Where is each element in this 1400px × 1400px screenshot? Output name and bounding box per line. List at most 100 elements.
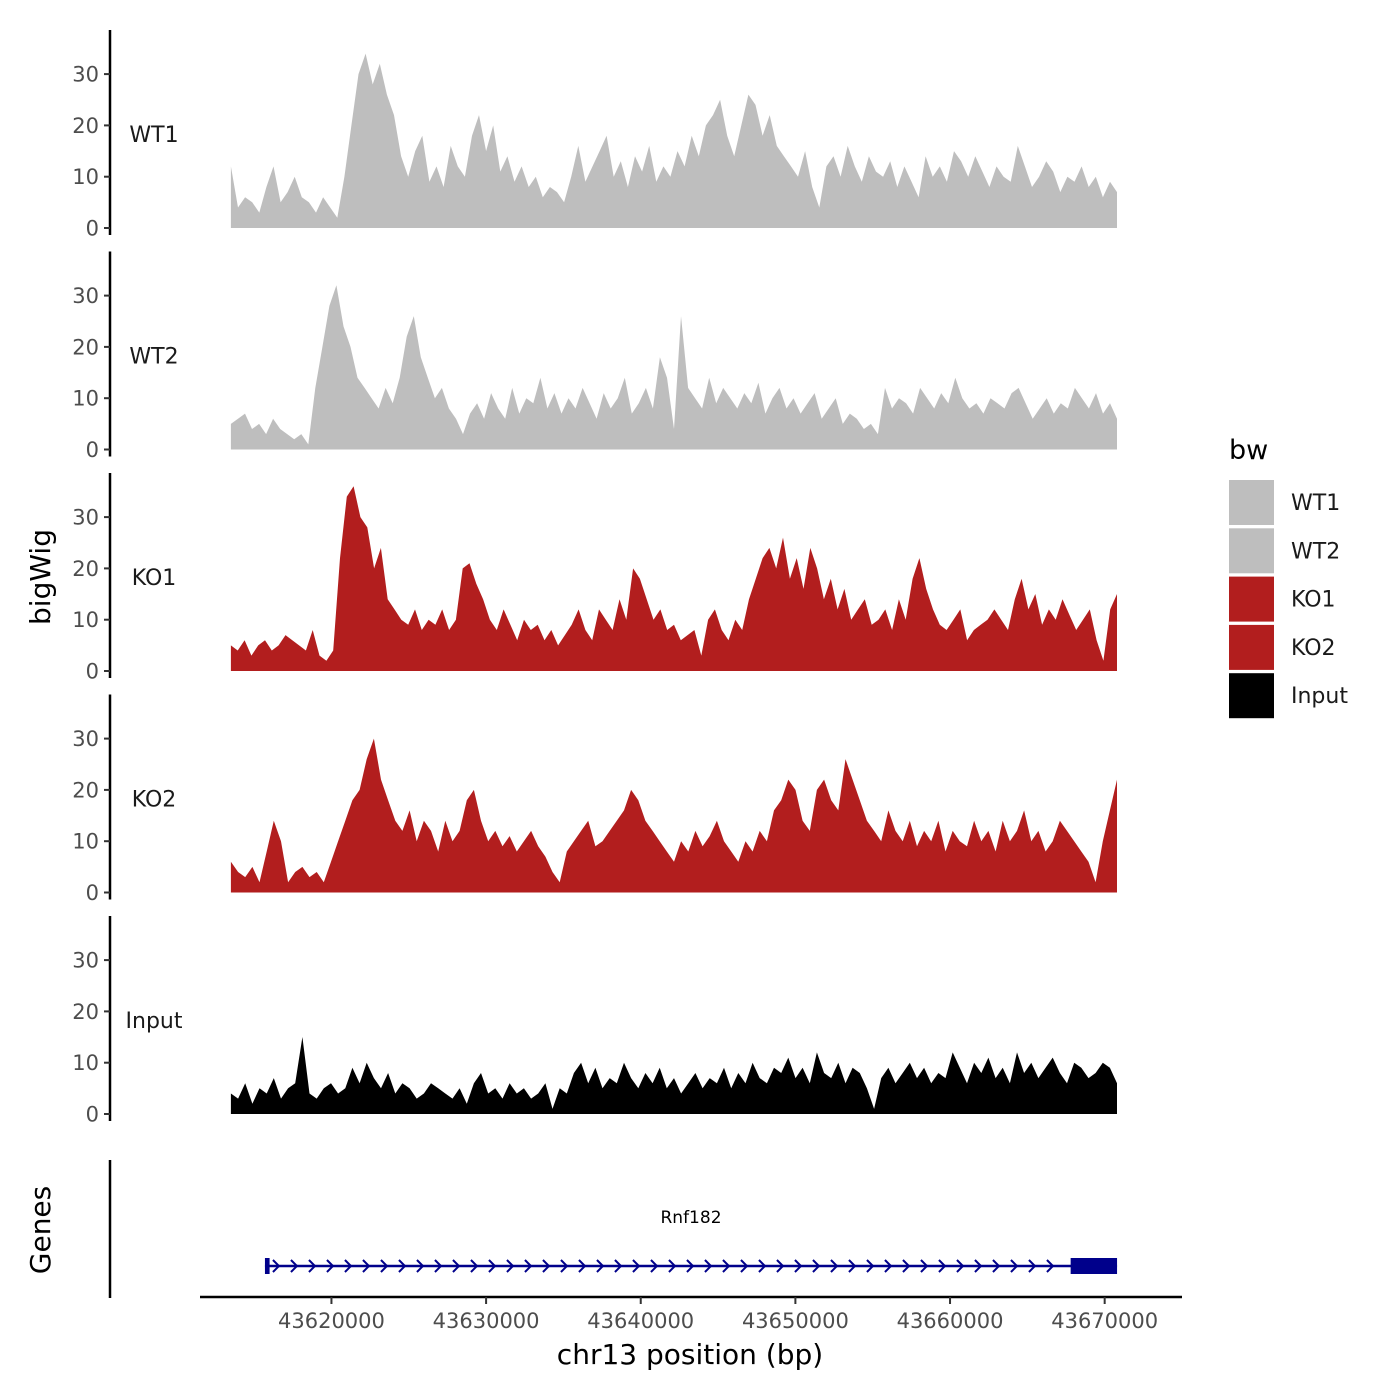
strand-arrow	[650, 1259, 659, 1273]
legend-swatch	[1229, 673, 1274, 719]
strand-arrow	[470, 1259, 479, 1273]
area-input	[230, 1037, 1117, 1114]
strand-arrow	[380, 1259, 389, 1273]
y-tick-label: 0	[86, 217, 99, 241]
y-tick-label: 0	[86, 438, 99, 462]
strand-arrow	[938, 1259, 947, 1273]
y-tick-label: 20	[72, 778, 99, 802]
track-wt1: 0 10 20 30 WT1	[72, 30, 1117, 241]
strand-arrow	[488, 1259, 497, 1273]
y-tick-label: 10	[72, 165, 99, 189]
y-tick-label: 0	[86, 1103, 99, 1127]
area-wt2	[230, 285, 1117, 450]
strand-arrow	[398, 1259, 407, 1273]
genes-axis-title: Genes	[24, 1186, 57, 1274]
strand-arrow	[866, 1259, 875, 1273]
y-tick-label: 20	[72, 557, 99, 581]
gene-rnf182: Rnf182	[264, 1208, 1118, 1274]
gene-label: Rnf182	[660, 1208, 721, 1228]
y-tick-label: 0	[86, 660, 99, 684]
area-ko1	[230, 486, 1117, 671]
legend: bw WT1 WT2 KO1 KO2 Input	[1229, 435, 1348, 719]
strand-arrow	[326, 1259, 335, 1273]
strand-arrow	[974, 1259, 983, 1273]
strand-arrow	[596, 1259, 605, 1273]
track-ko1: 0 10 20 30 KO1	[72, 473, 1117, 684]
y-tick-label: 30	[72, 506, 99, 530]
strand-arrow	[542, 1259, 551, 1273]
strand-arrow	[434, 1259, 443, 1273]
y-tick-label: 20	[72, 1000, 99, 1024]
strand-arrow	[362, 1259, 371, 1273]
track-ko2: 0 10 20 30 KO2	[72, 694, 1117, 905]
x-tick-label: 43640000	[587, 1309, 694, 1333]
strand-arrow	[308, 1259, 317, 1273]
y-tick-label: 10	[72, 387, 99, 411]
legend-item-wt1: WT1	[1229, 480, 1340, 525]
x-axis: 43620000 43630000 43640000 43650000 43660000…	[200, 1295, 1182, 1333]
area-ko2	[230, 738, 1117, 893]
strand-arrow	[830, 1259, 839, 1273]
x-axis-title: chr13 position (bp)	[557, 1338, 823, 1371]
strand-arrow	[578, 1259, 587, 1273]
x-tick-label: 43670000	[1051, 1309, 1158, 1333]
y-tick-label: 30	[72, 727, 99, 751]
strand-arrow	[740, 1259, 749, 1273]
y-tick-label: 20	[72, 114, 99, 138]
strand-arrow	[668, 1259, 677, 1273]
area-wt1	[230, 53, 1117, 228]
strand-arrow	[452, 1259, 461, 1273]
y-tick-label: 10	[72, 830, 99, 854]
track-label: Input	[126, 1009, 183, 1034]
strand-arrow	[344, 1259, 353, 1273]
strand-arrow	[1046, 1259, 1055, 1273]
y-tick-label: 0	[86, 881, 99, 905]
gene-exon	[264, 1258, 270, 1274]
signal-tracks: 0 10 20 30 WT1 0 10 20 30 WT2 0 10 20 30 KO1 0 10 20 30 KO2…	[72, 30, 1117, 1127]
strand-arrow	[758, 1259, 767, 1273]
legend-item-input: Input	[1229, 673, 1348, 719]
strand-arrow	[992, 1259, 1001, 1273]
y-tick-label: 10	[72, 1051, 99, 1075]
legend-item-ko2: KO2	[1229, 624, 1336, 670]
legend-label: WT1	[1291, 491, 1340, 516]
y-tick-label: 30	[72, 284, 99, 308]
strand-arrow	[416, 1259, 425, 1273]
strand-arrow	[704, 1259, 713, 1273]
strand-arrow	[776, 1259, 785, 1273]
gene-exon	[1070, 1258, 1118, 1274]
legend-item-ko1: KO1	[1229, 576, 1336, 622]
x-tick-label: 43660000	[897, 1309, 1004, 1333]
strand-arrow	[920, 1259, 929, 1273]
strand-arrow	[902, 1259, 911, 1273]
legend-title: bw	[1229, 435, 1268, 466]
strand-arrow	[290, 1259, 299, 1273]
legend-label: KO2	[1291, 636, 1336, 661]
legend-swatch	[1229, 576, 1274, 622]
strand-arrow	[524, 1259, 533, 1273]
y-axis-title: bigWig	[24, 529, 57, 625]
strand-arrow	[1028, 1259, 1037, 1273]
legend-swatch	[1229, 480, 1274, 525]
gene-track: Rnf182	[108, 1160, 1118, 1298]
x-tick-label: 43650000	[742, 1309, 849, 1333]
strand-arrow	[614, 1259, 623, 1273]
x-tick-label: 43620000	[278, 1309, 385, 1333]
strand-arrow	[632, 1259, 641, 1273]
track-label: KO1	[132, 566, 177, 591]
y-tick-label: 10	[72, 608, 99, 632]
track-wt2: 0 10 20 30 WT2	[72, 251, 1117, 462]
legend-label: WT2	[1291, 539, 1340, 564]
legend-swatch	[1229, 624, 1274, 670]
legend-item-wt2: WT2	[1229, 528, 1340, 574]
y-tick-label: 20	[72, 335, 99, 359]
legend-swatch	[1229, 528, 1274, 574]
legend-label: Input	[1291, 684, 1348, 709]
track-label: WT1	[129, 123, 178, 148]
strand-arrow	[506, 1259, 515, 1273]
strand-arrow	[812, 1259, 821, 1273]
y-tick-label: 30	[72, 949, 99, 973]
strand-arrow	[686, 1259, 695, 1273]
strand-arrow	[272, 1259, 281, 1273]
